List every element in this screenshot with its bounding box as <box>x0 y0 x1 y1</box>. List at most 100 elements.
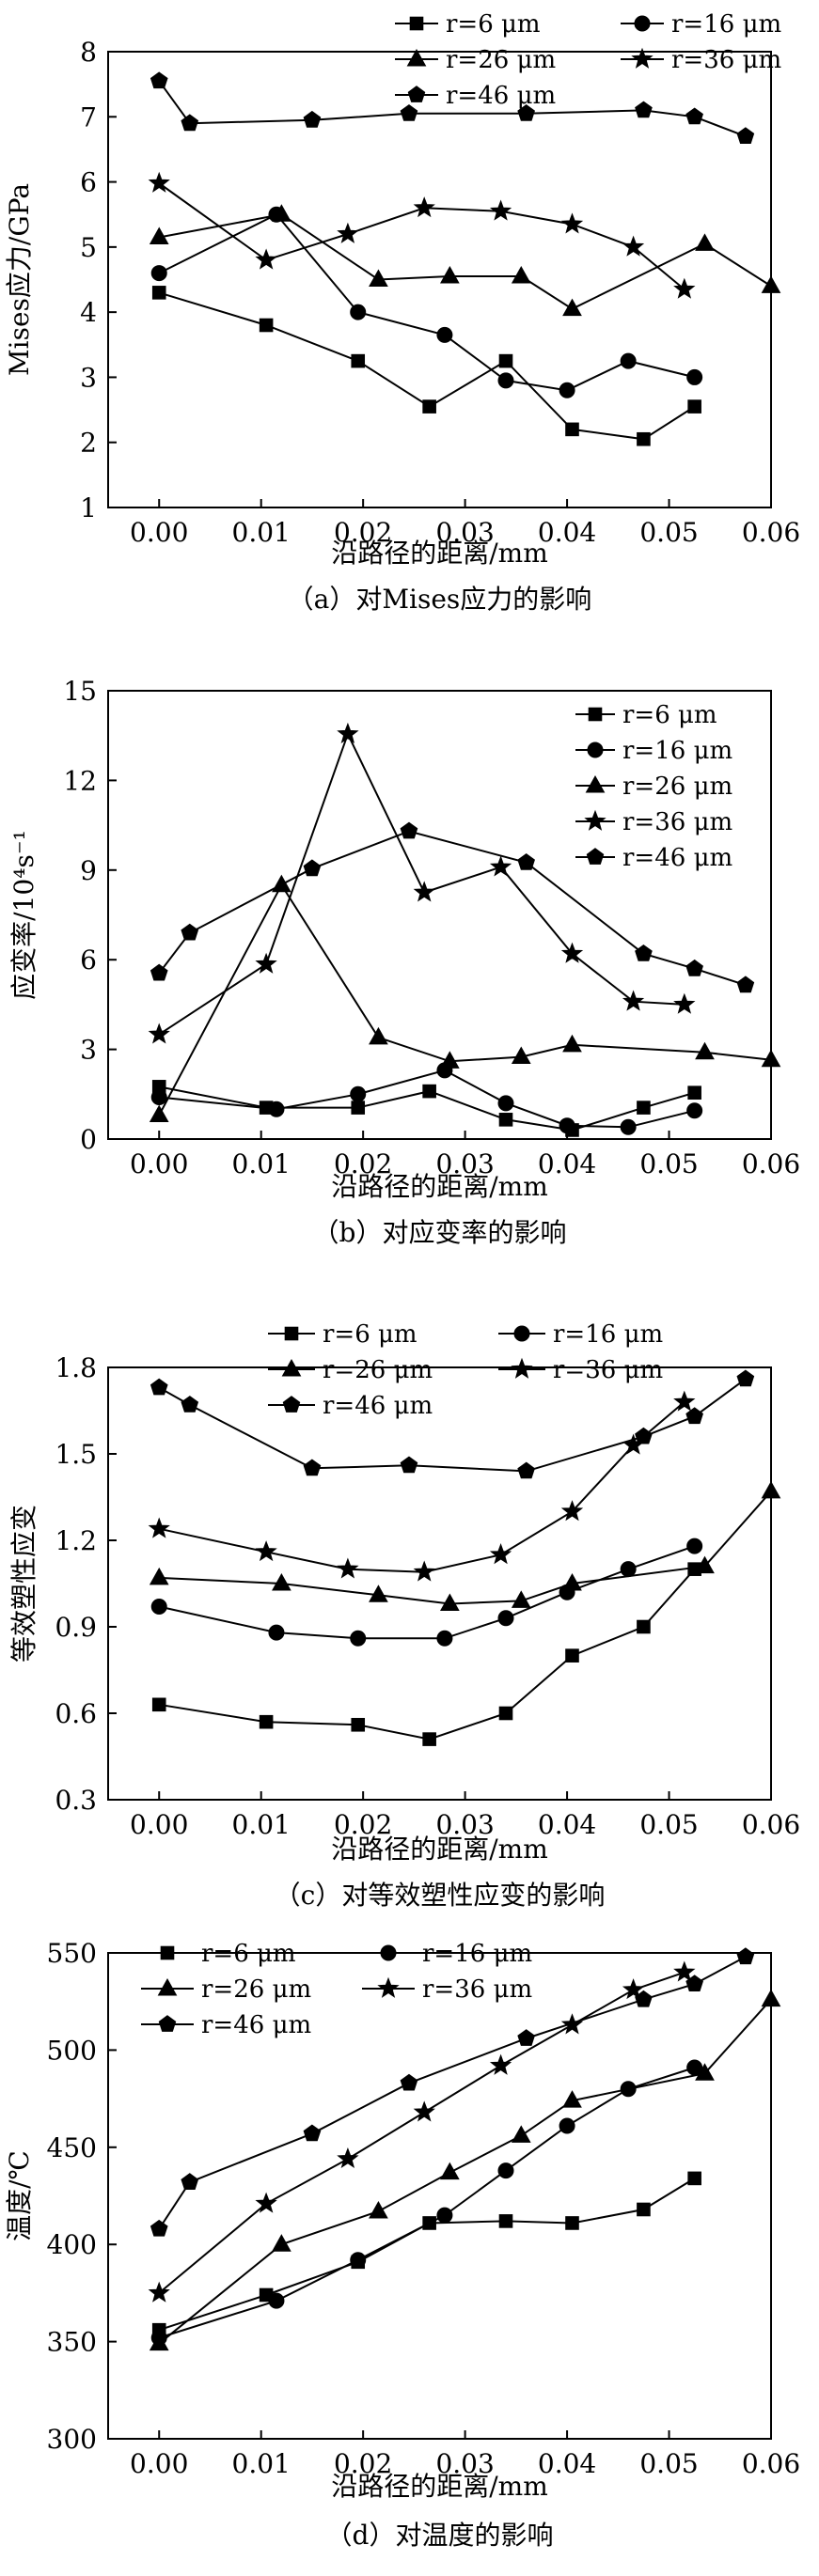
legend: r=6 μm r=16 μm r=26 μm r=36 μm r=46 μm <box>268 1320 663 1420</box>
data-point <box>400 1456 418 1474</box>
data-point <box>562 298 582 317</box>
data-point <box>498 1706 513 1721</box>
data-point <box>400 821 418 839</box>
chart-a: 1 2 3 4 5 6 7 8 0.00 0.01 0.02 0.03 0.04 0.05 0.06 沿路径的… <box>4 10 800 615</box>
data-point <box>620 1118 637 1135</box>
data-point <box>350 2252 367 2269</box>
x-tick-label: 0.02 <box>334 1809 392 1840</box>
data-point <box>673 992 696 1014</box>
data-point <box>622 1978 645 2000</box>
legend-label: r=16 μm <box>422 1940 532 1968</box>
series-pentagon <box>150 1947 755 2237</box>
data-point <box>150 265 167 282</box>
legend-label: r=36 μm <box>422 1975 532 2004</box>
y-tick-label: 1.2 <box>55 1525 97 1556</box>
data-point <box>268 2292 285 2309</box>
y-tick-label: 9 <box>80 855 97 886</box>
chart-caption: （b）对应变率的影响 <box>313 1217 567 1248</box>
series-pentagon <box>150 71 755 144</box>
plot-frame <box>107 690 772 1140</box>
series-line <box>158 291 696 441</box>
series-pentagon <box>150 821 755 993</box>
data-point <box>268 1101 285 1117</box>
data-point <box>259 318 274 333</box>
data-point <box>761 1480 781 1499</box>
x-tick-label: 0.06 <box>742 517 800 548</box>
data-point <box>337 1557 359 1579</box>
data-point <box>369 2201 388 2219</box>
legend-label: r=46 μm <box>446 82 556 110</box>
x-tick-label: 0.05 <box>639 2448 698 2479</box>
plot-frame <box>107 1366 772 1801</box>
y-tick-label: 0.9 <box>55 1612 97 1643</box>
series-line <box>159 1569 696 1741</box>
data-point <box>489 1543 512 1565</box>
chart-caption: （c）对等效塑性应变的影响 <box>275 1880 606 1911</box>
legend-marker <box>281 1358 302 1377</box>
series-triangle <box>149 1989 781 2351</box>
data-point <box>369 269 388 287</box>
series-circle <box>150 206 703 398</box>
y-tick-label: 500 <box>47 2035 97 2066</box>
data-point <box>272 2234 291 2252</box>
y-tick-label: 450 <box>47 2132 97 2163</box>
data-point <box>635 944 653 961</box>
data-point <box>565 2216 579 2230</box>
data-point <box>517 2029 535 2046</box>
data-point <box>559 2117 575 2134</box>
data-point <box>148 171 170 193</box>
data-point <box>272 1572 291 1591</box>
data-point <box>413 881 435 902</box>
legend-label: r=16 μm <box>671 10 781 39</box>
data-point <box>351 1717 366 1732</box>
chart-d: 300 350 400 450 500 550 0.00 0.01 0.02 0.03 0.04 0.… <box>4 1938 800 2551</box>
data-point <box>489 2053 512 2075</box>
data-point <box>686 368 703 385</box>
data-point <box>439 266 460 284</box>
y-tick-label: 1 <box>80 492 97 523</box>
legend-marker <box>584 809 606 831</box>
series-star <box>148 1390 696 1582</box>
legend-marker <box>513 1325 530 1342</box>
legend-label: r=16 μm <box>622 737 732 765</box>
data-point <box>413 1560 435 1582</box>
legend-label: r=46 μm <box>201 2011 311 2039</box>
data-point <box>562 2090 582 2108</box>
y-tick-label: 3 <box>80 362 97 393</box>
y-tick-label: 5 <box>80 232 97 263</box>
y-tick-label: 6 <box>80 945 97 976</box>
data-point <box>517 1461 535 1479</box>
legend-marker <box>158 2015 177 2032</box>
data-point <box>562 1034 582 1053</box>
legend-marker <box>631 47 654 69</box>
y-tick-label: 1.8 <box>55 1352 97 1383</box>
data-point <box>695 1041 715 1060</box>
data-point <box>148 1023 170 1044</box>
x-tick-label: 0.00 <box>130 517 188 548</box>
data-point <box>151 1697 166 1712</box>
data-point <box>736 976 755 993</box>
data-point <box>511 2125 531 2143</box>
x-tick-label: 0.02 <box>334 1148 392 1179</box>
y-tick-label: 350 <box>47 2327 97 2358</box>
data-point <box>272 204 291 222</box>
data-point <box>497 1610 514 1627</box>
y-axis-label: Mises应力/GPa <box>4 183 35 376</box>
legend-marker <box>157 1977 178 1996</box>
series-line <box>158 1378 747 1473</box>
data-point <box>150 1378 168 1396</box>
legend-marker <box>380 1944 397 1961</box>
chart-c: 0.3 0.6 0.9 1.2 1.5 1.8 0.00 0.01 0.02 0.03 0.04 0.… <box>8 1320 800 1911</box>
data-point <box>369 1585 388 1602</box>
data-point <box>635 101 653 118</box>
legend-marker <box>160 1945 175 1960</box>
data-point <box>439 2162 460 2180</box>
data-point <box>497 372 514 389</box>
data-point <box>559 1117 575 1134</box>
legend-label: r=6 μm <box>446 10 541 39</box>
series-circle <box>150 1538 703 1647</box>
y-tick-label: 300 <box>47 2424 97 2455</box>
series-circle <box>150 2059 703 2346</box>
data-point <box>498 1113 513 1127</box>
legend-marker <box>587 742 604 758</box>
